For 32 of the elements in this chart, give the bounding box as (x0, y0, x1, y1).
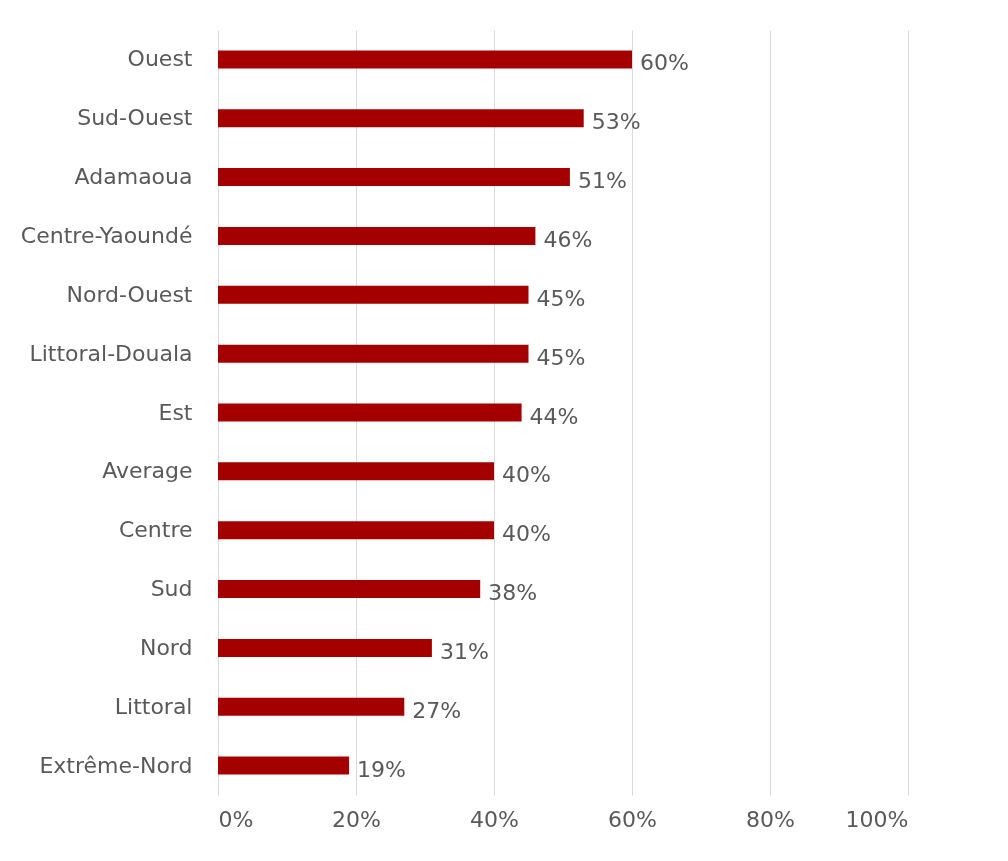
y-tick-label: Sud-Ouest (77, 105, 193, 131)
data-label: 19% (357, 756, 407, 782)
data-label: 44% (529, 403, 579, 429)
data-label: 27% (412, 697, 462, 723)
data-label: 38% (488, 580, 538, 606)
x-tick-label: 60% (608, 806, 657, 832)
x-tick-label: 0% (218, 806, 254, 832)
y-tick-label: Est (158, 399, 193, 425)
x-tick-label: 80% (746, 806, 795, 832)
y-tick-label: Littoral (114, 693, 193, 719)
y-tick-label: Nord (139, 634, 193, 660)
y-tick-label: Centre-Yaoundé (20, 222, 193, 248)
data-label: 45% (536, 285, 586, 311)
x-tick-label: 100% (845, 806, 909, 832)
data-label: 40% (502, 462, 551, 488)
data-label: 46% (543, 226, 593, 252)
data-label: 51% (577, 168, 627, 194)
y-tick-label: Nord-Ouest (66, 281, 193, 307)
y-tick-label: Adamaoua (74, 164, 193, 190)
data-label: 40% (502, 521, 551, 547)
data-label: 31% (439, 638, 489, 664)
y-tick-label: Centre (118, 517, 193, 543)
x-tick-label: 20% (332, 806, 381, 832)
data-label: 53% (591, 109, 641, 135)
x-tick-label: 40% (470, 806, 519, 832)
data-label: 60% (640, 50, 689, 76)
y-tick-label: Littoral-Douala (29, 340, 193, 366)
y-tick-label: Sud (150, 576, 193, 602)
y-tick-label: Average (102, 458, 193, 484)
y-tick-label: Ouest (127, 46, 193, 72)
y-tick-label: Extrême-Nord (39, 752, 193, 778)
data-label: 45% (536, 344, 586, 370)
